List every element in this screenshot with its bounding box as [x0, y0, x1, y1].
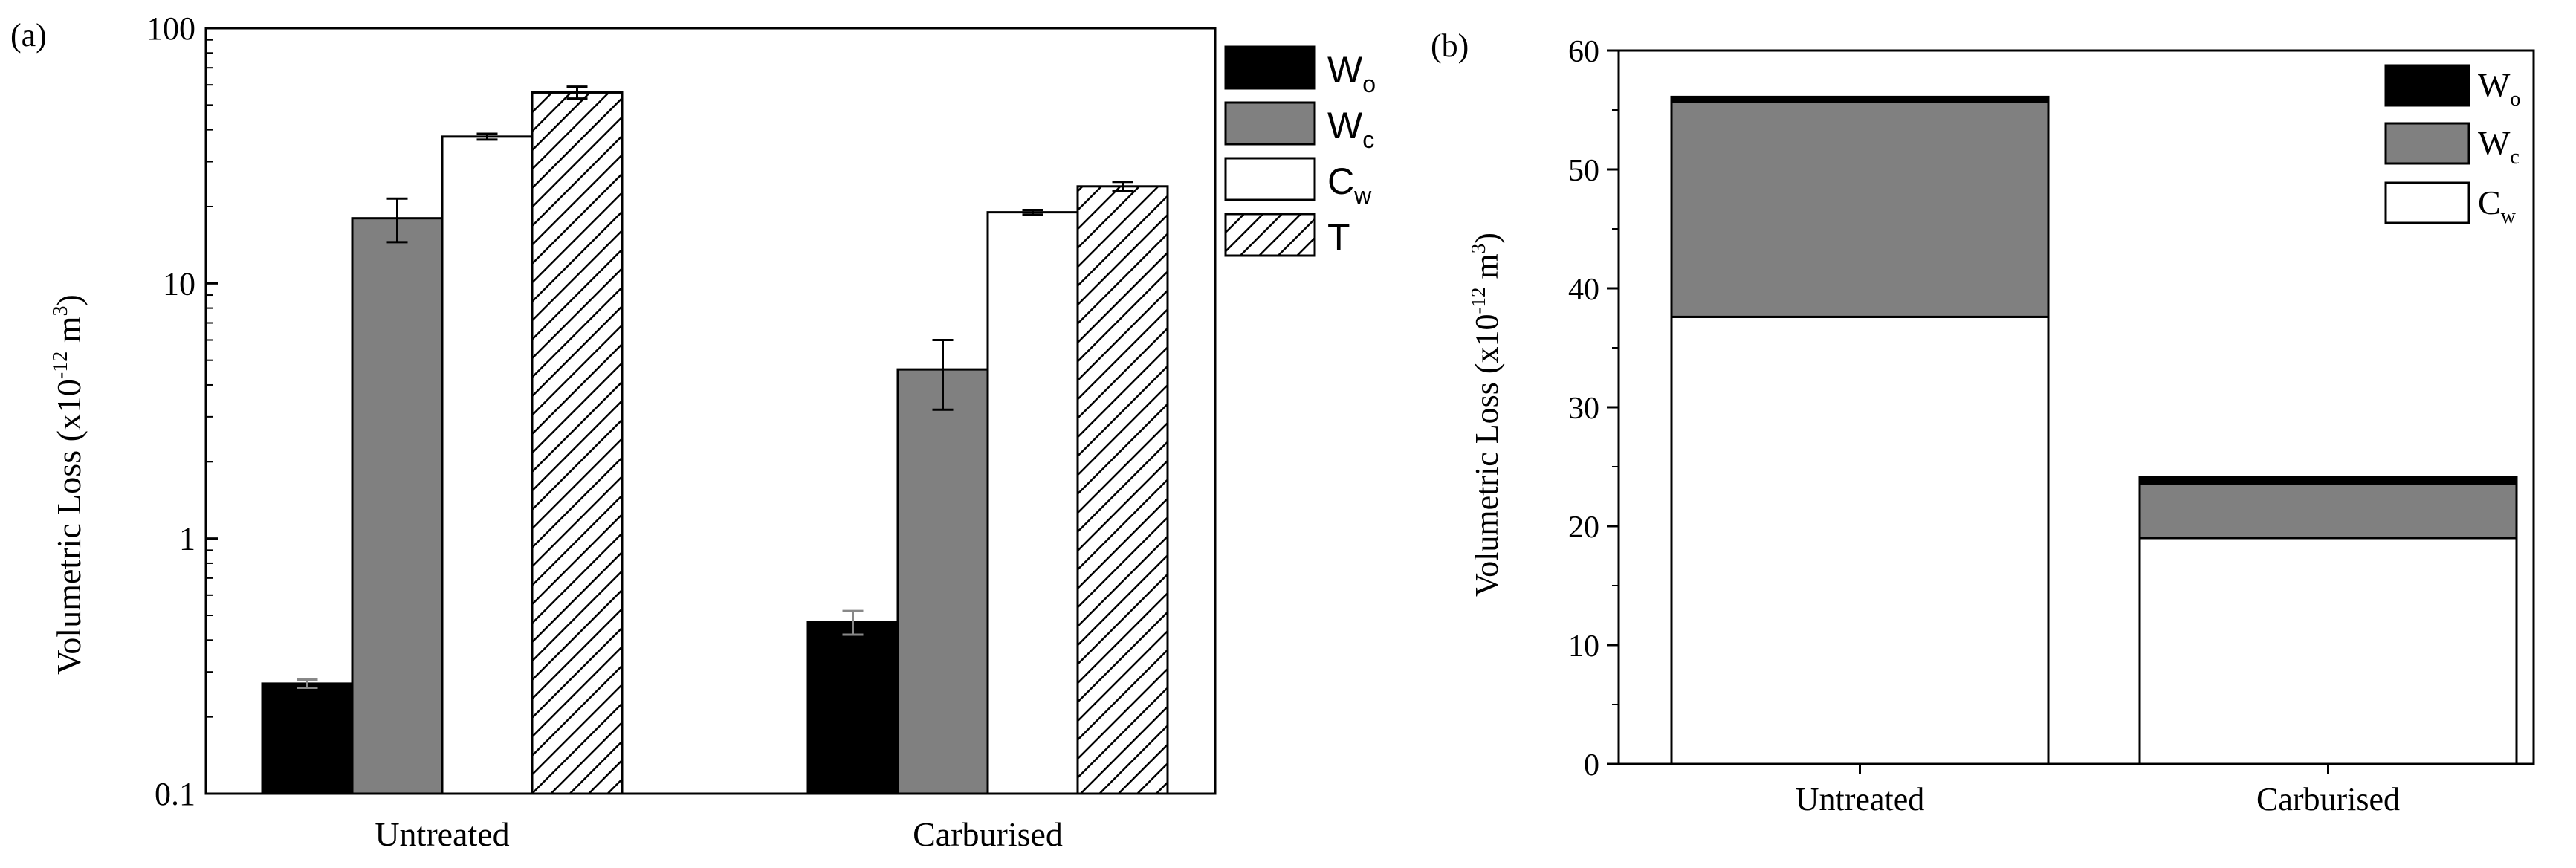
plot-frame-a — [204, 27, 1217, 795]
y-tick-label: 60 — [1568, 35, 1599, 69]
legend-label-cw: Cw — [1327, 161, 1372, 209]
legend-label-wc: Wc — [2478, 124, 2520, 169]
y-tick-label: 20 — [1568, 511, 1599, 545]
y-tick-label: 0 — [1584, 748, 1599, 783]
bar-wc-carburised — [896, 368, 989, 795]
legend-a: Wo Wc Cw T — [1224, 45, 1376, 258]
legend-label-wo: Wo — [2478, 66, 2520, 111]
y-tick-label: 0.1 — [155, 776, 195, 812]
x-tick-label: Untreated — [375, 815, 509, 853]
legend-label-cw: Cw — [2478, 184, 2517, 228]
error-bar-wo-untreated — [297, 678, 318, 690]
error-bar-t-untreated — [566, 85, 588, 100]
legend-swatch-wc — [1224, 101, 1316, 146]
error-bar-wo-carburised — [842, 609, 864, 636]
panel-label-a: (a) — [10, 17, 47, 54]
x-tick-label: Carburised — [2256, 781, 2400, 817]
legend-swatch-cw — [1224, 157, 1316, 201]
plot-frame-b — [1617, 49, 2535, 765]
y-tick-label: 10 — [1568, 629, 1599, 664]
bar-cw-carburised — [986, 211, 1079, 795]
y-tick-label: 30 — [1568, 392, 1599, 426]
y-tick-label: 50 — [1568, 154, 1599, 188]
legend-swatch-wo — [1224, 45, 1316, 90]
bar-segment-cw-untreated — [1670, 315, 2050, 765]
bar-t-untreated — [531, 91, 624, 795]
bar-segment-wo-untreated — [1670, 95, 2050, 103]
chart-panel-a: (a) Volumetric Loss (x10-12 m3) 0.1 1 10 10… — [10, 10, 1376, 853]
bar-segment-wo-carburised — [2138, 476, 2518, 485]
bar-t-carburised — [1076, 185, 1169, 795]
legend-swatch-wo — [2384, 64, 2470, 107]
bar-segment-wc-carburised — [2138, 482, 2518, 540]
y-tick-label: 1 — [179, 521, 195, 557]
legend-b: Wo Wc Cw — [2384, 64, 2520, 228]
error-bar-t-carburised — [1112, 181, 1133, 192]
error-bar-cw-untreated — [476, 132, 498, 141]
y-axis-label-a: Volumetric Loss (x10-12 m3) — [49, 294, 88, 675]
y-tick-label: 10 — [163, 265, 195, 302]
legend-label-wc: Wc — [1327, 105, 1374, 153]
error-bar-wc-untreated — [386, 197, 408, 244]
y-axis-label-b: Volumetric Loss (x10-12 m3) — [1467, 233, 1505, 597]
y-tick-label: 100 — [146, 10, 195, 47]
error-bar-cw-carburised — [1022, 209, 1043, 216]
legend-label-wo: Wo — [1327, 49, 1376, 97]
bar-wc-untreated — [351, 217, 444, 795]
legend-swatch-cw — [2384, 181, 2470, 224]
chart-panel-b: (b) Volumetric Loss (x10-12 m3) 0 10 20 30 4… — [1431, 27, 2535, 817]
error-bar-wc-carburised — [932, 339, 954, 411]
bar-segment-cw-carburised — [2138, 537, 2518, 765]
panel-label-b: (b) — [1431, 27, 1469, 64]
bar-wo-untreated — [261, 682, 354, 795]
legend-swatch-t — [1224, 213, 1316, 257]
legend-swatch-wc — [2384, 122, 2470, 165]
legend-label-t: T — [1327, 216, 1350, 258]
bar-wo-carburised — [806, 621, 899, 795]
x-tick-label: Untreated — [1796, 781, 1924, 817]
y-tick-label: 40 — [1568, 273, 1599, 307]
x-tick-label: Carburised — [913, 815, 1063, 853]
bar-cw-untreated — [441, 135, 534, 795]
bar-segment-wc-untreated — [1670, 100, 2050, 318]
